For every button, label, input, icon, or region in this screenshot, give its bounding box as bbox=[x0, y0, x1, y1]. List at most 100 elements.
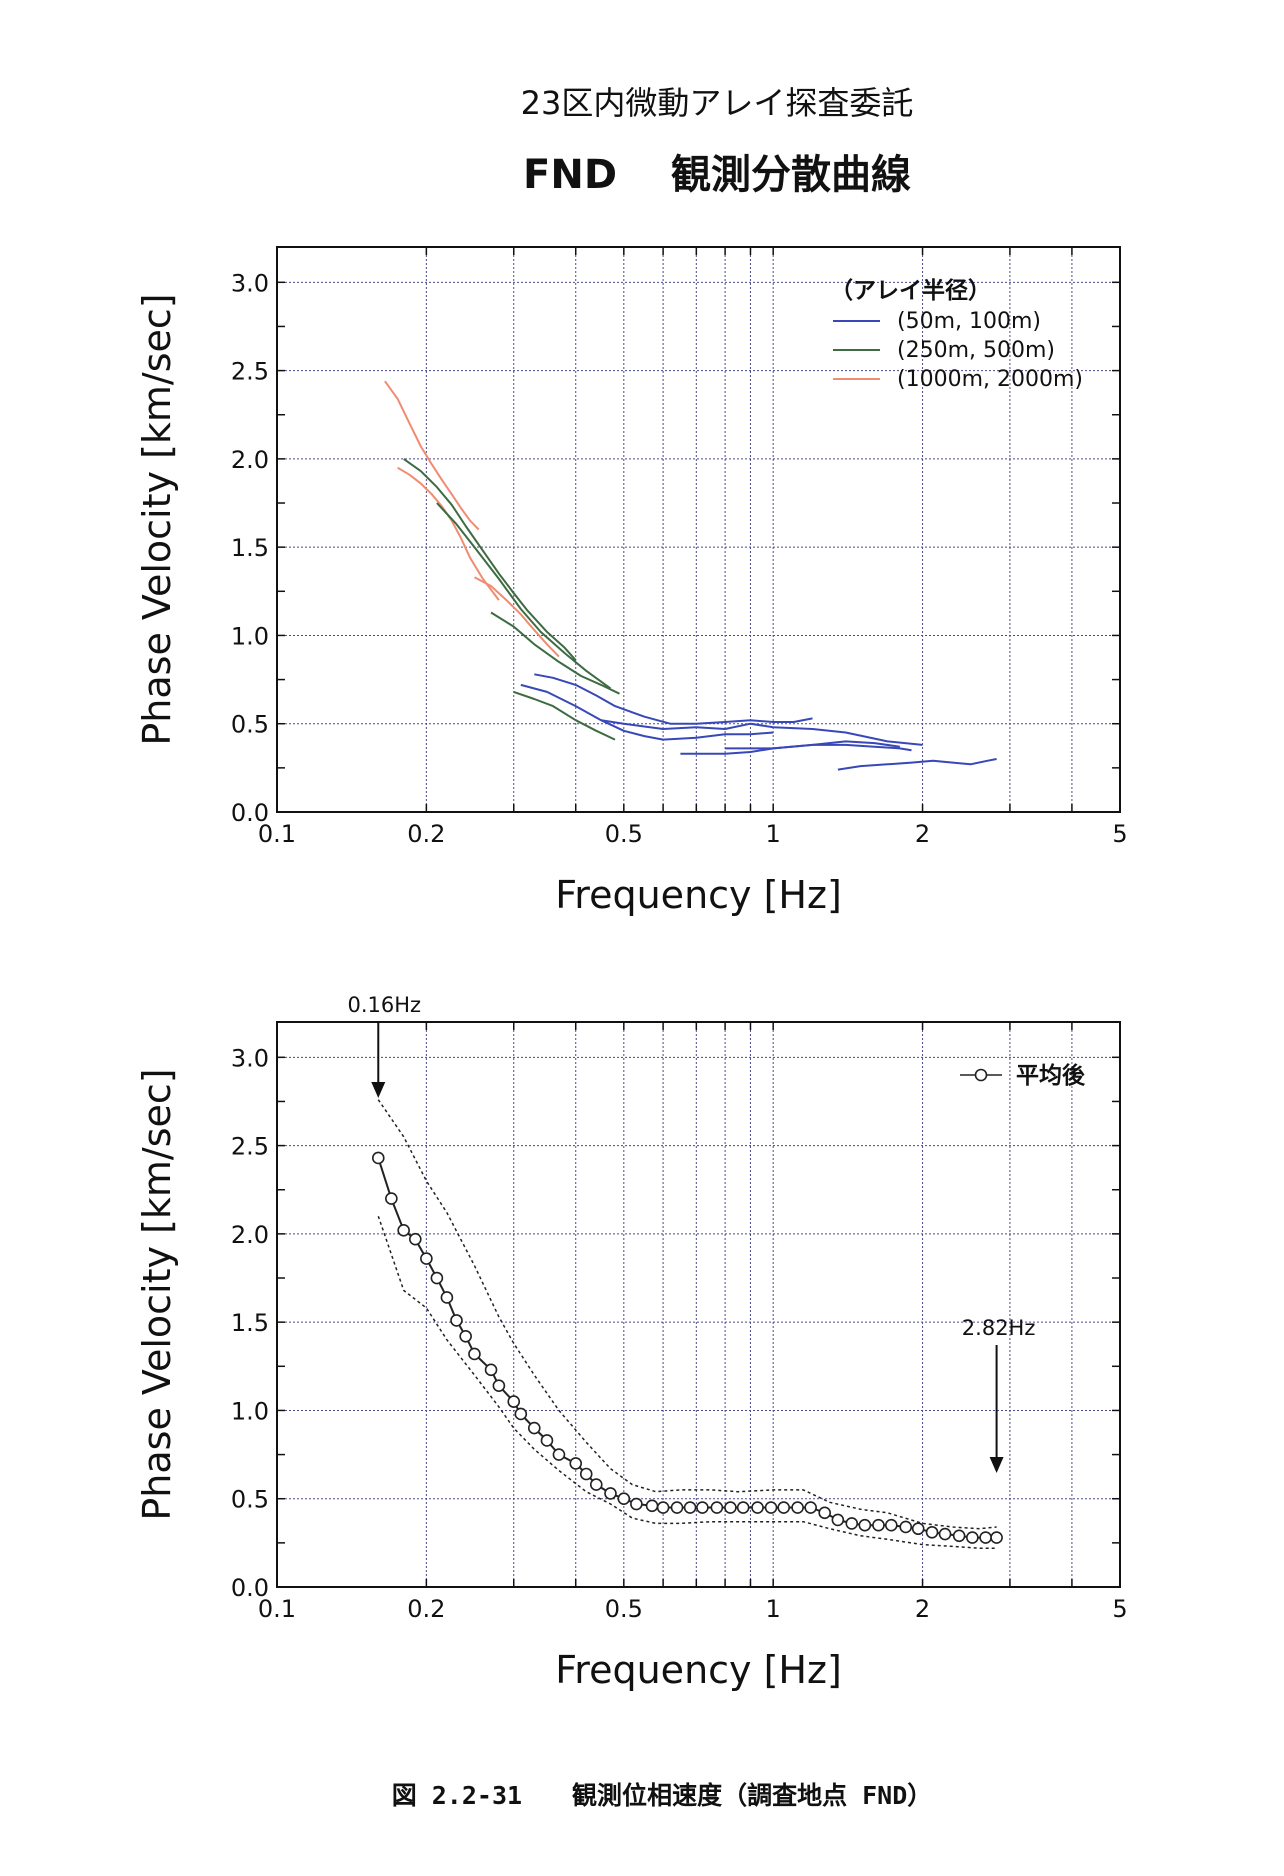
data-point bbox=[911, 1522, 925, 1536]
y-tick-label: 2.5 bbox=[231, 1133, 269, 1161]
data-point bbox=[884, 1518, 898, 1532]
data-point bbox=[507, 1395, 521, 1408]
figure-caption: 図 2.2-31 観測位相速度（調査地点 FND） bbox=[391, 1781, 933, 1810]
x-tick-label: 0.1 bbox=[258, 820, 296, 848]
data-point bbox=[617, 1492, 631, 1506]
y-tick-label: 1.5 bbox=[231, 534, 269, 562]
data-point bbox=[514, 1407, 528, 1421]
data-point bbox=[468, 1347, 481, 1361]
grid-lines bbox=[277, 1022, 1120, 1587]
legend-title: （アレイ半径） bbox=[830, 277, 991, 304]
data-point bbox=[791, 1501, 804, 1514]
y-tick-label: 1.5 bbox=[231, 1309, 269, 1337]
data-point bbox=[569, 1457, 583, 1470]
bound-line-2 bbox=[377, 1215, 997, 1549]
x-tick-label: 0.2 bbox=[407, 1595, 445, 1623]
y-tick-label: 3.0 bbox=[231, 269, 269, 297]
data-point bbox=[858, 1518, 872, 1532]
data-point bbox=[710, 1501, 724, 1514]
observed-dispersion-chart: 0.0 0.5 1.0 1.5 2.0 2.5 3.0 0.1 0.2 0.5 1 2 5 Frequen… bbox=[135, 246, 1128, 917]
data-point bbox=[440, 1291, 454, 1304]
data-point bbox=[990, 1531, 1003, 1544]
x-tick-label: 0.1 bbox=[258, 1595, 296, 1623]
data-point bbox=[696, 1501, 709, 1514]
series-line-4 bbox=[436, 502, 612, 690]
data-point bbox=[845, 1517, 859, 1530]
y-tick-label: 2.0 bbox=[231, 1221, 269, 1249]
x-tick-label: 0.2 bbox=[407, 820, 445, 848]
data-point bbox=[420, 1252, 433, 1265]
y-tick-label: 0.0 bbox=[231, 1574, 269, 1602]
legend-label: (50m, 100m) bbox=[897, 309, 1041, 334]
y-tick-label: 3.0 bbox=[231, 1044, 269, 1072]
plot-area bbox=[371, 1099, 1003, 1549]
data-point bbox=[589, 1478, 603, 1491]
bound-line-1 bbox=[377, 1099, 997, 1530]
data-point bbox=[979, 1531, 992, 1544]
series-line-0 bbox=[384, 380, 480, 531]
data-point bbox=[899, 1520, 913, 1534]
data-point bbox=[604, 1487, 617, 1500]
y-tick-label: 2.0 bbox=[231, 446, 269, 474]
data-point bbox=[736, 1501, 750, 1514]
data-point bbox=[371, 1151, 385, 1165]
data-point bbox=[656, 1501, 670, 1514]
y-axis-label: Phase Velocity [km/sec] bbox=[135, 1068, 179, 1520]
legend-marker bbox=[974, 1068, 988, 1082]
averaged-dispersion-chart: 0.0 0.5 1.0 1.5 2.0 2.5 3.0 0.1 0.2 0.5 1 2 5 Frequen… bbox=[135, 993, 1128, 1692]
data-point bbox=[831, 1513, 845, 1527]
data-point bbox=[952, 1529, 966, 1543]
x-tick-label: 0.5 bbox=[605, 820, 643, 848]
x-tick-label: 5 bbox=[1112, 820, 1127, 848]
annotation-arrow-head bbox=[989, 1457, 1004, 1473]
annotation-label: 0.16Hz bbox=[347, 993, 421, 1017]
data-point bbox=[724, 1501, 737, 1514]
x-tick-label: 0.5 bbox=[605, 1595, 643, 1623]
series-line-9 bbox=[600, 719, 923, 746]
x-tick-label: 1 bbox=[766, 1595, 781, 1623]
series-line-11 bbox=[725, 743, 912, 752]
series-line-3 bbox=[403, 458, 577, 661]
data-point bbox=[409, 1232, 422, 1246]
data-point bbox=[872, 1518, 885, 1532]
legend: （アレイ半径） (50m, 100m) (250m, 500m) (1000m, 20… bbox=[830, 277, 1083, 392]
data-point bbox=[818, 1506, 831, 1520]
plot-frame bbox=[276, 1021, 1121, 1588]
x-axis-label: Frequency [Hz] bbox=[555, 1648, 842, 1692]
x-tick-label: 5 bbox=[1112, 1595, 1127, 1623]
series-line-8 bbox=[520, 683, 774, 741]
y-tick-label: 0.0 bbox=[231, 799, 269, 827]
x-tick-label: 2 bbox=[915, 1595, 930, 1623]
y-tick-label: 1.0 bbox=[231, 1397, 269, 1425]
plot-area bbox=[384, 380, 997, 771]
data-point bbox=[540, 1434, 554, 1447]
chart-set-title: FND 観測分散曲線 bbox=[523, 152, 911, 198]
data-point bbox=[397, 1224, 410, 1237]
data-point bbox=[645, 1499, 659, 1513]
data-point bbox=[484, 1363, 498, 1377]
data-point bbox=[450, 1314, 463, 1327]
data-point bbox=[630, 1497, 643, 1511]
y-tick-label: 2.5 bbox=[231, 358, 269, 386]
series-line-7 bbox=[534, 673, 813, 725]
data-point bbox=[925, 1525, 939, 1539]
legend-label: (1000m, 2000m) bbox=[897, 367, 1083, 392]
report-title: 23区内微動アレイ探査委託 bbox=[520, 84, 914, 122]
y-tick-label: 1.0 bbox=[231, 622, 269, 650]
data-point bbox=[527, 1421, 541, 1435]
series-line-0 bbox=[377, 1157, 997, 1539]
legend-label: 平均後 bbox=[1016, 1062, 1086, 1089]
data-point bbox=[552, 1448, 566, 1461]
data-point bbox=[459, 1329, 472, 1343]
data-point bbox=[492, 1379, 506, 1393]
series-line-5 bbox=[490, 611, 620, 695]
y-tick-label: 0.5 bbox=[231, 711, 269, 739]
data-point bbox=[683, 1501, 697, 1514]
x-tick-label: 2 bbox=[915, 820, 930, 848]
legend-label: (250m, 500m) bbox=[897, 338, 1055, 363]
series-line-2 bbox=[474, 576, 560, 658]
annotation-arrow-head bbox=[371, 1082, 386, 1098]
series-line-6 bbox=[513, 690, 616, 741]
x-axis-label: Frequency [Hz] bbox=[555, 873, 842, 917]
